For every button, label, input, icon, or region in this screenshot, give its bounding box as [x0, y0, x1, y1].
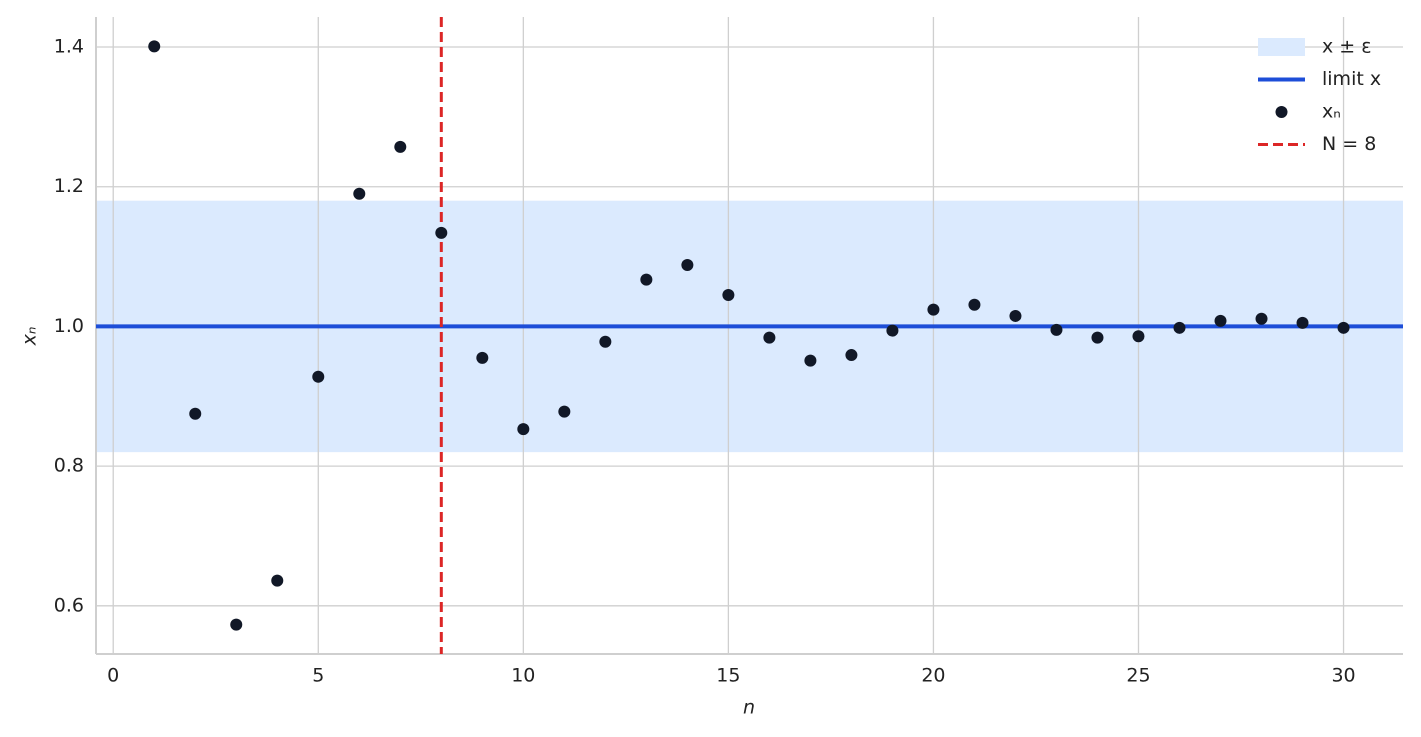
- data-point: [1009, 309, 1022, 322]
- data-point: [1296, 316, 1309, 329]
- legend-swatch: [1275, 106, 1288, 118]
- x-tick-label: 15: [716, 665, 740, 687]
- data-point: [722, 288, 735, 301]
- legend-label: xₙ: [1322, 101, 1341, 123]
- data-point: [517, 423, 530, 436]
- data-point: [1132, 330, 1145, 343]
- x-tick-label: 10: [511, 665, 535, 687]
- data-point: [845, 349, 858, 362]
- data-point: [476, 351, 489, 364]
- data-point: [599, 335, 612, 348]
- data-point: [1214, 314, 1227, 327]
- y-tick-label: 1.0: [54, 315, 84, 337]
- data-point: [148, 40, 161, 53]
- legend-label: limit x: [1322, 68, 1381, 90]
- y-tick-label: 0.8: [54, 455, 84, 477]
- y-tick-label: 0.6: [54, 594, 84, 616]
- data-point: [394, 140, 407, 153]
- data-point: [804, 354, 817, 367]
- data-point: [189, 407, 202, 420]
- data-point: [435, 226, 448, 239]
- legend-swatch: [1258, 38, 1305, 56]
- data-point: [230, 618, 243, 631]
- data-point: [1050, 323, 1063, 336]
- x-tick-label: 0: [107, 665, 119, 687]
- x-axis-label: n: [743, 697, 755, 719]
- data-point: [271, 574, 284, 587]
- data-point: [1255, 312, 1268, 325]
- x-tick-label: 5: [312, 665, 324, 687]
- x-tick-label: 25: [1126, 665, 1150, 687]
- data-point: [558, 405, 571, 418]
- data-point: [1091, 331, 1104, 344]
- data-point: [1337, 321, 1350, 334]
- data-point: [353, 187, 366, 200]
- x-tick-label: 30: [1331, 665, 1355, 687]
- legend-label: N = 8: [1322, 133, 1376, 155]
- y-tick-label: 1.4: [54, 36, 84, 58]
- data-point: [927, 303, 940, 316]
- data-point: [312, 370, 325, 383]
- y-tick-label: 1.2: [54, 175, 84, 197]
- y-axis-label: xₙ: [19, 327, 41, 347]
- data-point: [681, 258, 694, 271]
- data-point: [886, 324, 899, 337]
- data-point: [968, 298, 981, 311]
- x-tick-label: 20: [921, 665, 945, 687]
- data-point: [763, 331, 776, 344]
- data-point: [640, 273, 653, 286]
- data-point: [1173, 321, 1186, 334]
- legend-label: x ± ε: [1322, 36, 1372, 58]
